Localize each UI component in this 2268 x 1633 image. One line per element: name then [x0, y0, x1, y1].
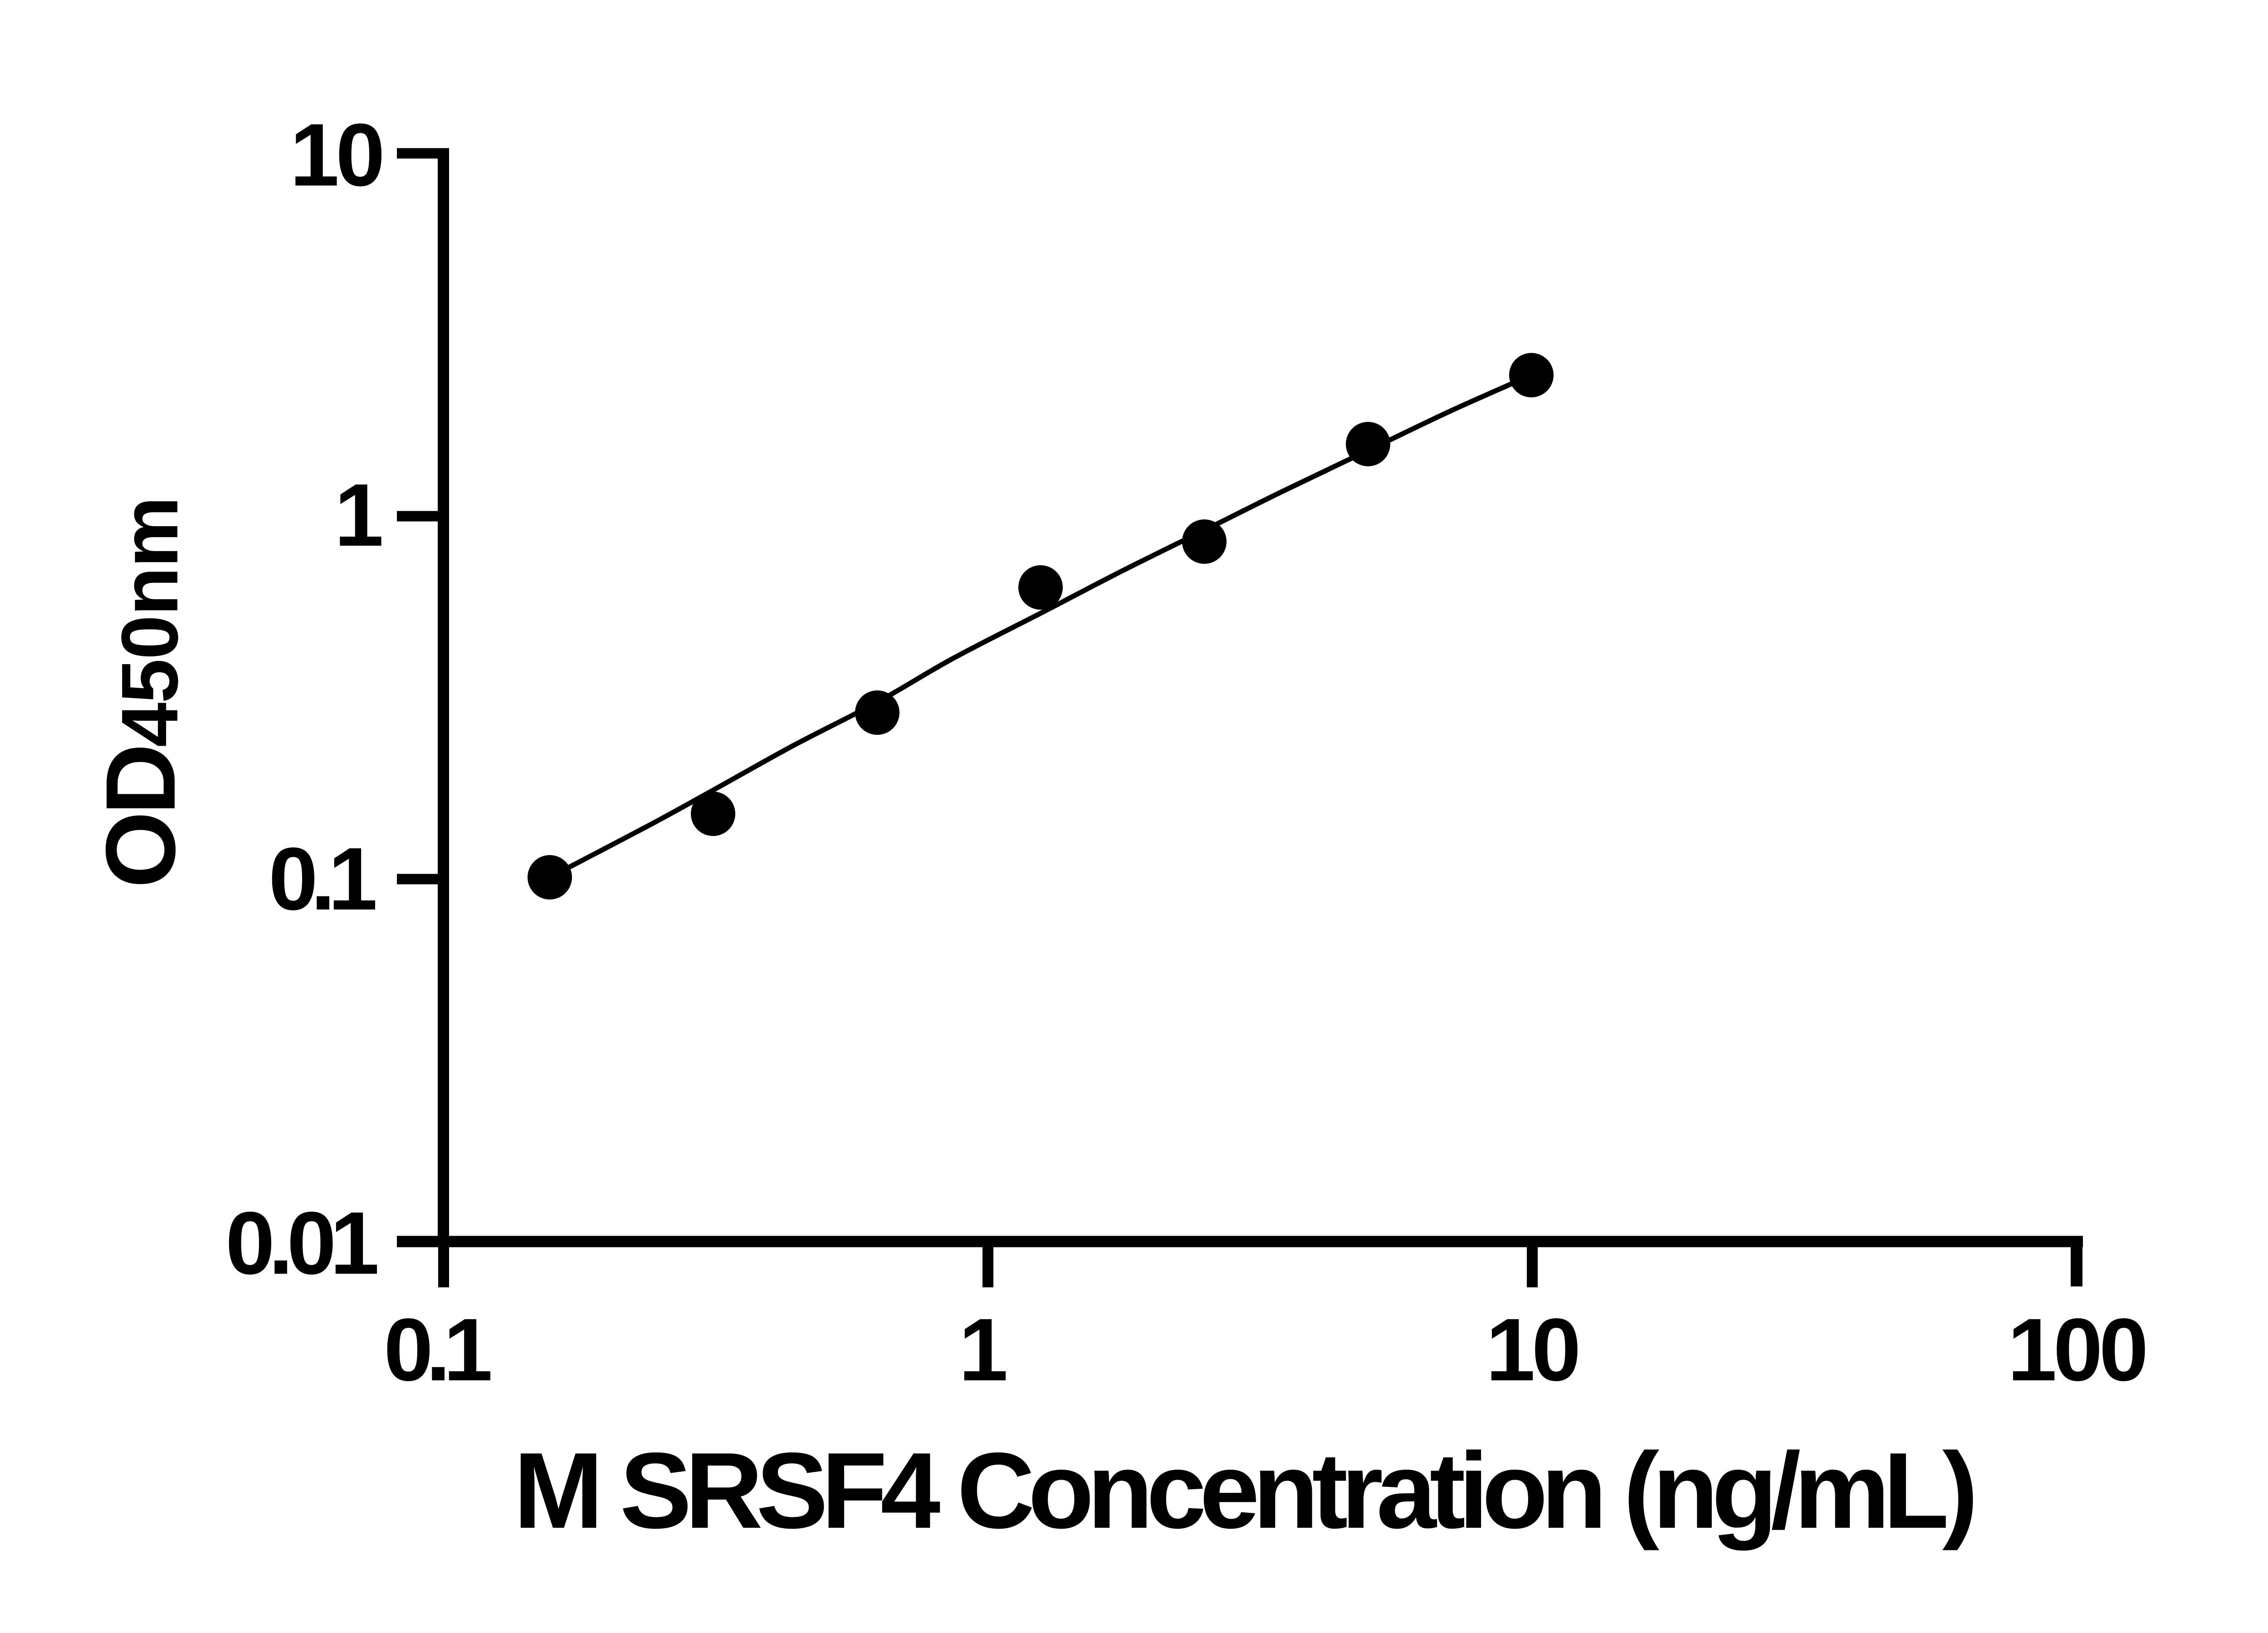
- svg-text:1: 1: [958, 1300, 1008, 1399]
- svg-text:0.1: 0.1: [384, 1300, 490, 1399]
- svg-text:1: 1: [334, 465, 384, 565]
- svg-text:10: 10: [290, 105, 381, 205]
- svg-text:10: 10: [1486, 1300, 1578, 1399]
- svg-text:0.01: 0.01: [225, 1193, 377, 1293]
- svg-text:OD450nm: OD450nm: [86, 497, 196, 888]
- svg-text:0.1: 0.1: [269, 829, 375, 929]
- svg-text:M SRSF4 Concentration (ng/mL): M SRSF4 Concentration (ng/mL): [513, 1431, 1973, 1551]
- svg-text:100: 100: [2008, 1300, 2145, 1399]
